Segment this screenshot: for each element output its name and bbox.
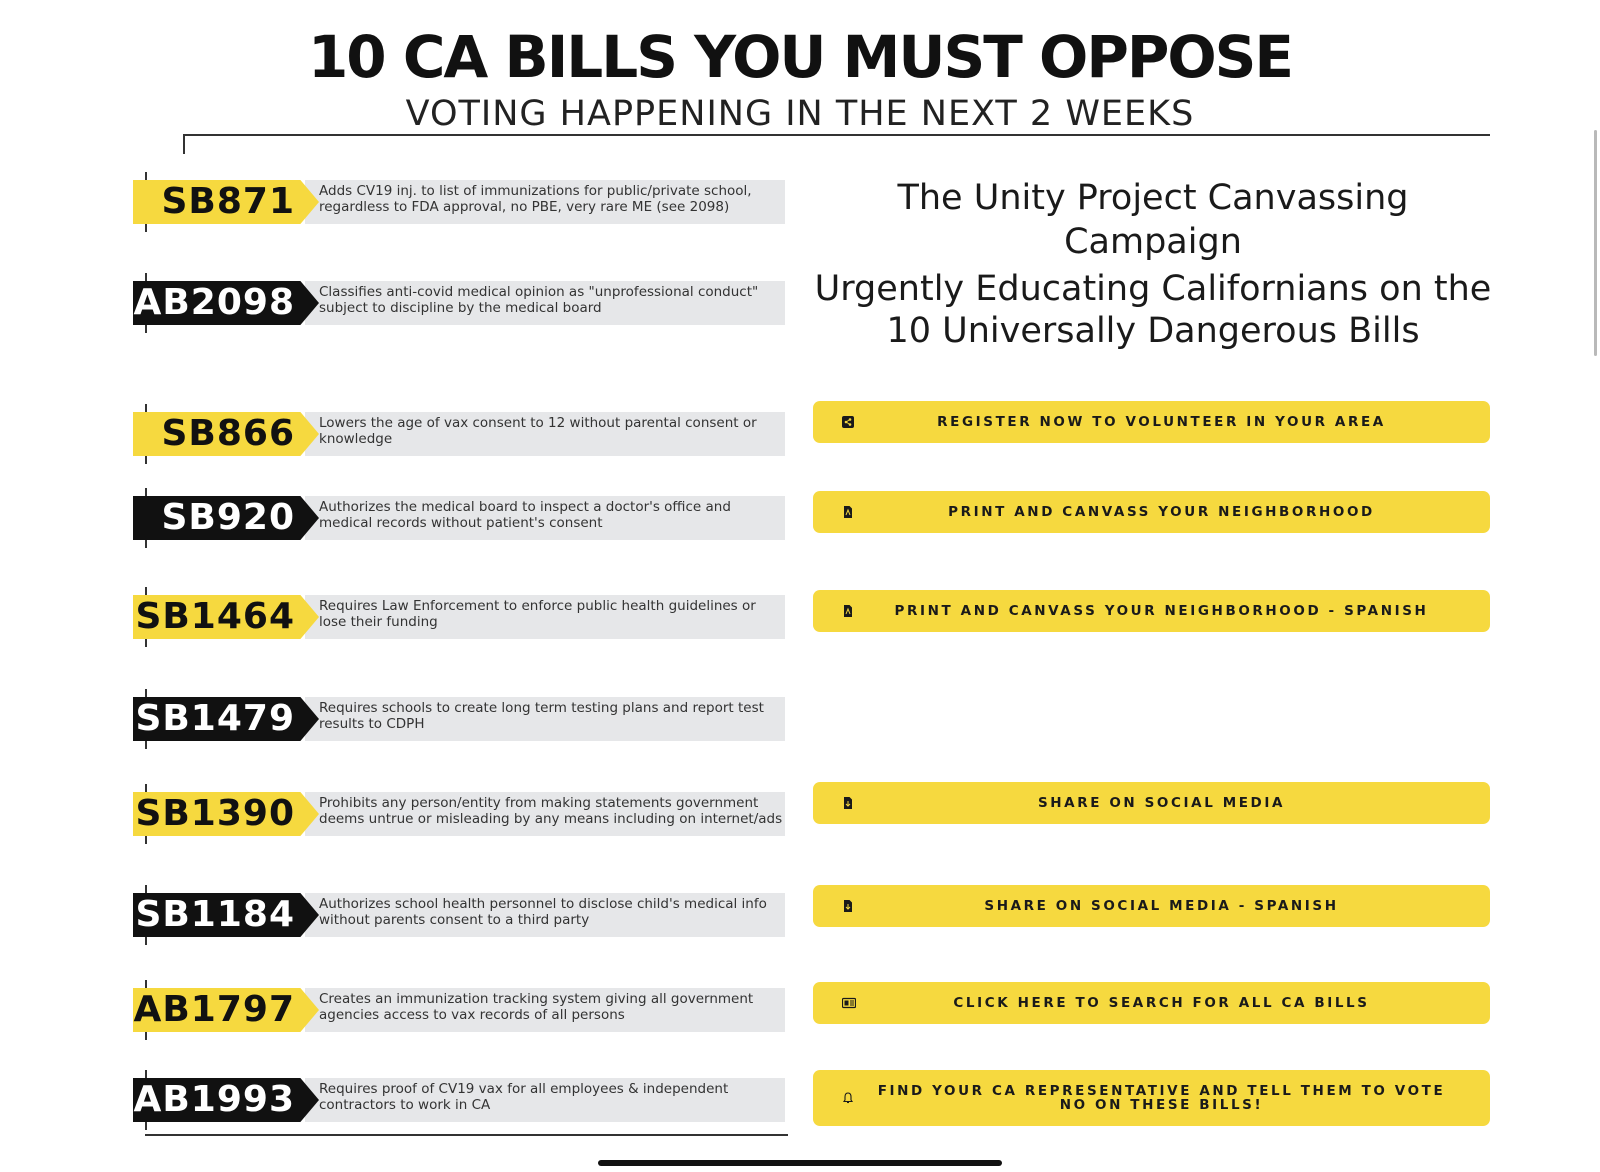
bill-description: Requires schools to create long term tes… xyxy=(305,697,785,741)
print-canvass-spanish-button[interactable]: PRINT AND CANVASS YOUR NEIGHBORHOOD - SP… xyxy=(813,590,1490,632)
bill-item-ab2098: Classifies anti-covid medical opinion as… xyxy=(133,273,785,333)
pdf-file-icon xyxy=(844,506,852,518)
share-social-media-button[interactable]: SHARE ON SOCIAL MEDIA xyxy=(813,782,1490,824)
bill-item-sb1390: Prohibits any person/entity from making … xyxy=(133,784,785,844)
download-file-icon xyxy=(844,797,852,809)
bill-item-ab1797: Creates an immunization tracking system … xyxy=(133,980,785,1040)
bill-item-sb866: Lowers the age of vax consent to 12 with… xyxy=(133,404,785,464)
bill-description: Requires proof of CV19 vax for all emplo… xyxy=(305,1078,785,1122)
button-label: CLICK HERE TO SEARCH FOR ALL CA BILLS xyxy=(953,995,1370,1011)
button-label: SHARE ON SOCIAL MEDIA xyxy=(1037,795,1286,811)
bill-code-label: AB1797 xyxy=(133,988,319,1032)
bill-code-label: SB920 xyxy=(133,496,319,540)
button-label: PRINT AND CANVASS YOUR NEIGHBORHOOD xyxy=(948,504,1375,520)
bill-description: Lowers the age of vax consent to 12 with… xyxy=(305,412,785,456)
share-icon xyxy=(842,416,854,428)
bill-code-label: SB871 xyxy=(133,180,319,224)
bill-item-sb920: Authorizes the medical board to inspect … xyxy=(133,488,785,548)
bill-code-label: AB2098 xyxy=(133,281,319,325)
share-social-media-spanish-button[interactable]: SHARE ON SOCIAL MEDIA - SPANISH xyxy=(813,885,1490,927)
bill-item-sb1184: Authorizes school health personnel to di… xyxy=(133,885,785,945)
button-label: PRINT AND CANVASS YOUR NEIGHBORHOOD - SP… xyxy=(894,603,1429,619)
home-indicator[interactable] xyxy=(598,1160,1002,1166)
find-representative-button[interactable]: FIND YOUR CA REPRESENTATIVE AND TELL THE… xyxy=(813,1070,1490,1126)
bill-item-sb1479: Requires schools to create long term tes… xyxy=(133,689,785,749)
button-label: SHARE ON SOCIAL MEDIA - SPANISH xyxy=(984,898,1339,914)
bill-description: Authorizes school health personnel to di… xyxy=(305,893,785,937)
campaign-title: The Unity Project Canvassing Campaign xyxy=(897,178,1409,262)
bell-icon xyxy=(842,1092,854,1104)
bill-code-label: SB1184 xyxy=(133,893,319,937)
bill-description: Requires Law Enforcement to enforce publ… xyxy=(305,595,785,639)
bill-list-bottom-divider xyxy=(145,1134,788,1136)
bill-item-sb1464: Requires Law Enforcement to enforce publ… xyxy=(133,587,785,647)
bill-code-label: AB1993 xyxy=(133,1078,319,1122)
search-ca-bills-button[interactable]: CLICK HERE TO SEARCH FOR ALL CA BILLS xyxy=(813,982,1490,1024)
button-label: REGISTER NOW TO VOLUNTEER IN YOUR AREA xyxy=(937,414,1386,430)
page-title: 10 CA BILLS YOU MUST OPPOSE xyxy=(307,23,1294,91)
header: 10 CA BILLS YOU MUST OPPOSE VOTING HAPPE… xyxy=(0,22,1600,136)
bill-item-sb871: Adds CV19 inj. to list of immunizations … xyxy=(133,172,785,232)
campaign-subtitle: Urgently Educating Californians on the 1… xyxy=(814,269,1492,351)
bill-description: Adds CV19 inj. to list of immunizations … xyxy=(305,180,785,224)
bill-code-label: SB866 xyxy=(133,412,319,456)
print-canvass-button[interactable]: PRINT AND CANVASS YOUR NEIGHBORHOOD xyxy=(813,491,1490,533)
bill-code-label: SB1390 xyxy=(133,792,319,836)
bill-code-label: SB1479 xyxy=(133,697,319,741)
bill-description: Classifies anti-covid medical opinion as… xyxy=(305,281,785,325)
header-divider-tick xyxy=(183,134,185,154)
newspaper-icon xyxy=(842,997,856,1009)
button-label: FIND YOUR CA REPRESENTATIVE AND TELL THE… xyxy=(877,1083,1446,1113)
download-file-icon xyxy=(844,900,852,912)
bill-code-label: SB1464 xyxy=(133,595,319,639)
header-divider xyxy=(183,134,1490,136)
pdf-file-icon xyxy=(844,605,852,617)
bill-description: Prohibits any person/entity from making … xyxy=(305,792,785,836)
bill-description: Creates an immunization tracking system … xyxy=(305,988,785,1032)
page-subtitle: VOTING HAPPENING IN THE NEXT 2 WEEKS xyxy=(405,94,1195,134)
register-volunteer-button[interactable]: REGISTER NOW TO VOLUNTEER IN YOUR AREA xyxy=(813,401,1490,443)
bill-item-ab1993: Requires proof of CV19 vax for all emplo… xyxy=(133,1070,785,1130)
bill-description: Authorizes the medical board to inspect … xyxy=(305,496,785,540)
scrollbar-thumb[interactable] xyxy=(1594,130,1597,356)
